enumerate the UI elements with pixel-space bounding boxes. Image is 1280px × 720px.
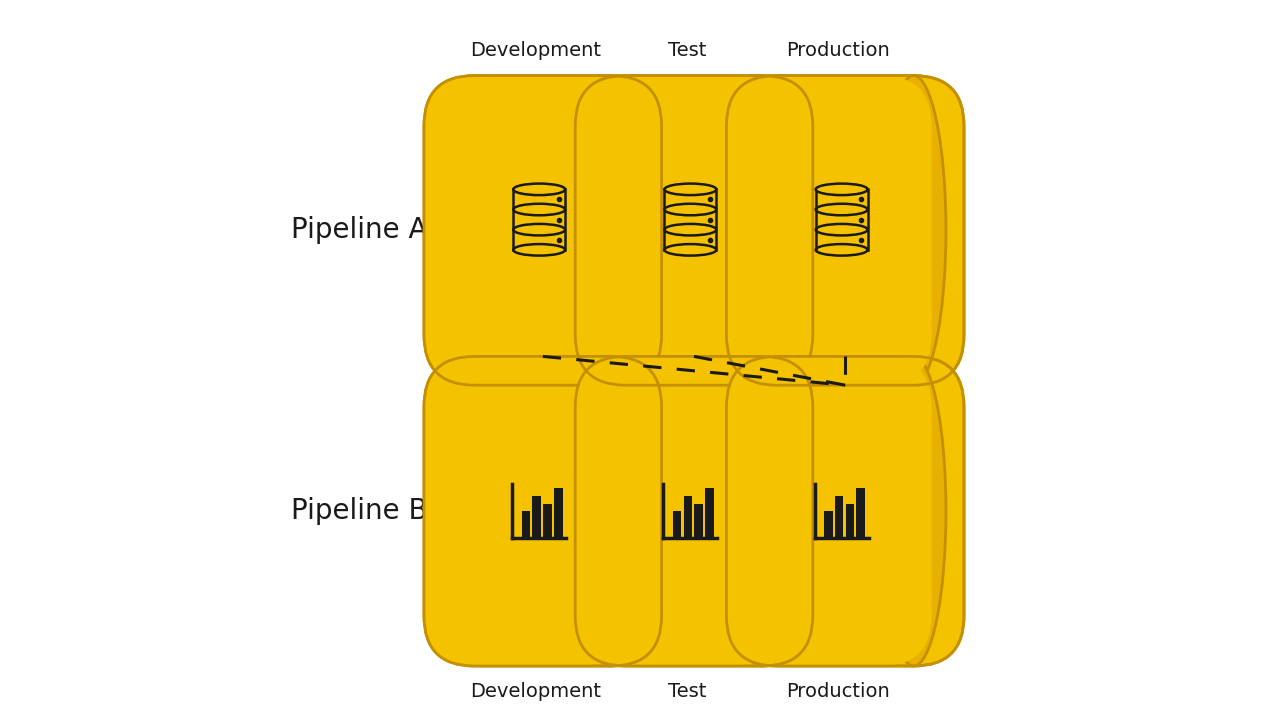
Bar	[532, 497, 541, 539]
FancyBboxPatch shape	[424, 76, 662, 385]
Text: Development: Development	[470, 41, 602, 60]
Text: Pipeline A: Pipeline A	[291, 217, 428, 244]
Ellipse shape	[815, 184, 868, 195]
Text: Development: Development	[470, 682, 602, 701]
Bar	[815, 189, 868, 210]
Ellipse shape	[815, 224, 868, 235]
Ellipse shape	[513, 224, 566, 235]
Bar	[835, 497, 844, 539]
Bar	[673, 511, 681, 539]
Bar	[824, 511, 832, 539]
FancyBboxPatch shape	[575, 356, 781, 666]
FancyBboxPatch shape	[424, 356, 630, 666]
Text: Pipeline B: Pipeline B	[291, 498, 428, 525]
Bar	[705, 488, 714, 539]
Text: Test: Test	[668, 41, 707, 60]
Bar	[513, 189, 566, 210]
Bar	[513, 210, 566, 230]
Bar	[856, 488, 865, 539]
Text: Test: Test	[668, 682, 707, 701]
Bar	[521, 511, 530, 539]
FancyBboxPatch shape	[424, 356, 662, 666]
Ellipse shape	[513, 184, 566, 195]
Ellipse shape	[664, 224, 717, 235]
Bar	[664, 189, 717, 210]
FancyBboxPatch shape	[575, 356, 813, 666]
Bar	[815, 230, 868, 250]
Ellipse shape	[579, 356, 644, 666]
Bar	[664, 210, 717, 230]
FancyBboxPatch shape	[727, 356, 964, 666]
Bar	[815, 210, 868, 230]
Ellipse shape	[513, 244, 566, 256]
FancyBboxPatch shape	[727, 76, 964, 385]
Text: Production: Production	[786, 682, 890, 701]
FancyBboxPatch shape	[575, 76, 813, 385]
Ellipse shape	[815, 204, 868, 215]
FancyBboxPatch shape	[727, 356, 932, 666]
Ellipse shape	[730, 356, 795, 666]
FancyBboxPatch shape	[424, 76, 630, 385]
Ellipse shape	[664, 184, 717, 195]
FancyBboxPatch shape	[727, 76, 932, 385]
FancyBboxPatch shape	[575, 76, 781, 385]
Ellipse shape	[513, 204, 566, 215]
Ellipse shape	[664, 204, 717, 215]
Ellipse shape	[730, 76, 795, 385]
Bar	[664, 230, 717, 250]
Bar	[543, 504, 552, 539]
Bar	[684, 497, 692, 539]
Bar	[513, 230, 566, 250]
Ellipse shape	[815, 244, 868, 256]
Bar	[554, 488, 563, 539]
Ellipse shape	[881, 356, 946, 666]
Ellipse shape	[881, 76, 946, 385]
Text: Production: Production	[786, 41, 890, 60]
Bar	[694, 504, 703, 539]
Ellipse shape	[664, 244, 717, 256]
Ellipse shape	[579, 76, 644, 385]
Bar	[846, 504, 854, 539]
